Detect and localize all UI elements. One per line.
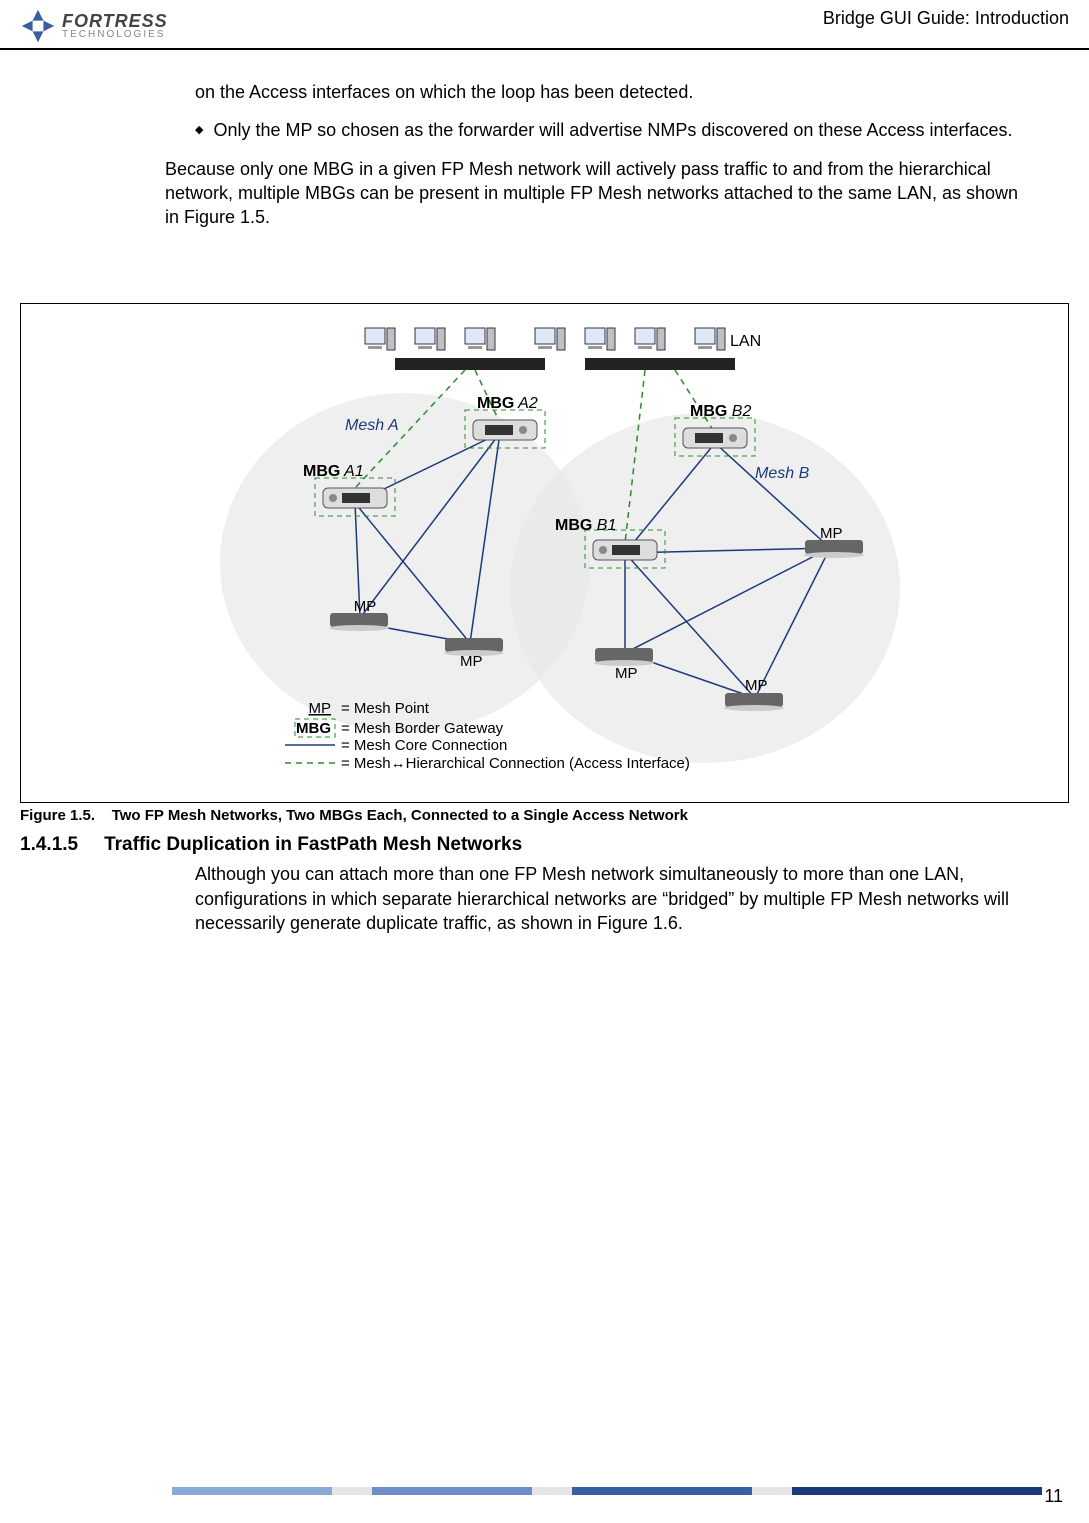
mesh-b-label: Mesh B [755, 465, 810, 482]
bullet-item: ◆ Only the MP so chosen as the forwarder… [195, 118, 1029, 142]
svg-text:MBG A1: MBG A1 [303, 463, 364, 480]
body-content: on the Access interfaces on which the lo… [0, 50, 1089, 273]
svg-text:MP: MP [615, 665, 638, 682]
network-diagram: LAN [165, 318, 925, 788]
footer-bar [172, 1487, 1042, 1495]
bullet-text: Only the MP so chosen as the forwarder w… [213, 118, 1012, 142]
mesh-a-label: Mesh A [345, 417, 399, 434]
paragraph: on the Access interfaces on which the lo… [195, 80, 1029, 104]
logo-main: FORTRESS [62, 12, 168, 30]
page-header: FORTRESS TECHNOLOGIES Bridge GUI Guide: … [0, 0, 1089, 50]
svg-text:MP: MP [353, 598, 376, 615]
svg-text:= Mesh Border Gateway: = Mesh Border Gateway [341, 720, 504, 737]
logo: FORTRESS TECHNOLOGIES [20, 8, 168, 44]
svg-text:MP: MP [308, 700, 331, 717]
figure-1-5: LAN [20, 303, 1069, 803]
svg-text:MP: MP [460, 653, 483, 670]
figure-text: Two FP Mesh Networks, Two MBGs Each, Con… [112, 807, 688, 824]
fortress-logo-icon [20, 8, 56, 44]
figure-caption: Figure 1.5. Two FP Mesh Networks, Two MB… [20, 807, 1069, 824]
logo-sub: TECHNOLOGIES [62, 30, 168, 40]
section-title: Traffic Duplication in FastPath Mesh Net… [104, 834, 522, 856]
svg-text:MBG B2: MBG B2 [690, 403, 751, 420]
bullet-icon: ◆ [195, 123, 203, 142]
lan-label: LAN [730, 333, 761, 350]
paragraph: Because only one MBG in a given FP Mesh … [165, 157, 1029, 230]
svg-text:MP: MP [745, 677, 768, 694]
svg-text:= Mesh↔Hierarchical Connection: = Mesh↔Hierarchical Connection (Access I… [341, 755, 690, 772]
svg-text:MBG B1: MBG B1 [555, 517, 616, 534]
section-number: 1.4.1.5 [20, 834, 78, 856]
header-title: Bridge GUI Guide: Introduction [823, 8, 1069, 29]
svg-text:= Mesh Point: = Mesh Point [341, 700, 430, 717]
svg-text:= Mesh Core Connection: = Mesh Core Connection [341, 737, 507, 754]
page-number: 11 [1044, 1486, 1063, 1507]
logo-text: FORTRESS TECHNOLOGIES [62, 12, 168, 40]
lan-computers [365, 328, 735, 370]
figure-label: Figure 1.5. [20, 807, 95, 824]
svg-text:MP: MP [820, 525, 843, 542]
section-heading: 1.4.1.5 Traffic Duplication in FastPath … [20, 834, 1069, 856]
section-paragraph: Although you can attach more than one FP… [195, 862, 1029, 935]
svg-text:MBG A2: MBG A2 [477, 395, 538, 412]
svg-text:MBG: MBG [296, 720, 331, 737]
